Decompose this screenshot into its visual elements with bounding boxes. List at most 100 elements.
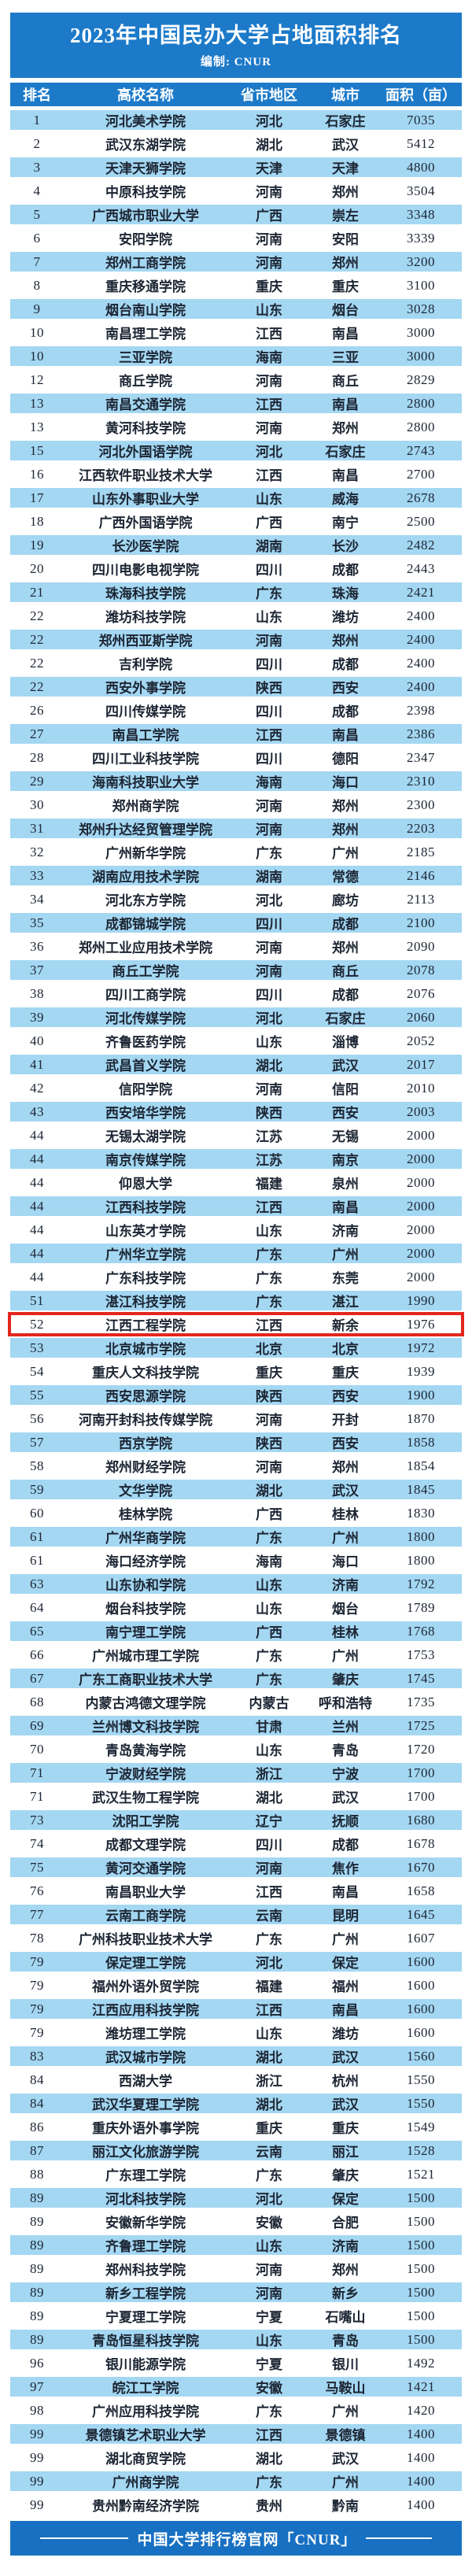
table-row: 83 武汉城市学院 湖北 武汉 1560 [10, 2046, 462, 2066]
table-row: 16 江西软件职业技术大学 江西 南昌 2700 [10, 464, 462, 484]
rank-cell: 8 [33, 277, 41, 293]
table-row: 10 三亚学院 海南 三亚 3000 [10, 346, 462, 366]
area-cell: 1720 [407, 1741, 435, 1757]
area-cell: 3028 [380, 299, 462, 319]
table-row: 54 重庆人文科技学院 重庆 重庆 1939 [10, 1362, 462, 1381]
school-name-cell: 江西应用科技学院 [64, 1999, 227, 2019]
province-cell: 江西 [227, 2424, 311, 2444]
rank-cell: 79 [10, 1952, 64, 1972]
rank-cell: 44 [30, 1269, 44, 1284]
rank-cell: 99 [30, 2497, 44, 2512]
rank-cell: 13 [10, 394, 64, 413]
area-cell: 2078 [380, 960, 462, 980]
province-cell: 广西 [256, 1507, 282, 1522]
city-cell: 广州 [311, 1244, 380, 1263]
school-name-cell: 南昌工学院 [64, 724, 227, 744]
school-name-cell: 黄河交通学院 [64, 1857, 227, 1877]
table-row: 32 广州新华学院 广东 广州 2185 [10, 842, 462, 862]
table-row: 67 广东工商职业技术大学 广东 肇庆 1745 [10, 1669, 462, 1688]
area-cell: 1521 [407, 2166, 435, 2182]
province-cell: 山东 [256, 2027, 282, 2042]
city-cell: 武汉 [332, 138, 359, 153]
city-cell: 黔南 [332, 2499, 359, 2514]
province-cell: 广西 [227, 205, 311, 224]
table-row: 89 安徽新华学院 安徽 合肥 1500 [10, 2212, 462, 2231]
area-cell: 1745 [380, 1669, 462, 1688]
table-row: 89 河北科技学院 河北 保定 1500 [10, 2188, 462, 2208]
province-cell: 四川 [256, 563, 282, 578]
city-cell: 武汉 [332, 2452, 359, 2467]
table-row: 70 青岛黄海学院 山东 青岛 1720 [10, 1739, 462, 1759]
city-cell: 杭州 [332, 2074, 359, 2089]
province-cell: 河南 [256, 799, 282, 814]
table-row: 57 西京学院 陕西 西安 1858 [10, 1432, 462, 1452]
area-cell: 2000 [380, 1149, 462, 1169]
table-row: 79 保定理工学院 河北 保定 1600 [10, 1952, 462, 1972]
province-cell: 河北 [256, 893, 282, 908]
city-cell: 郑州 [332, 185, 359, 200]
table-header-row: 排名 高校名称 省市地区 城市 面积（亩） [10, 83, 462, 106]
footer-divider-left [39, 2537, 128, 2539]
table-row: 44 南京传媒学院 江苏 南京 2000 [10, 1149, 462, 1169]
province-cell: 湖北 [227, 1055, 311, 1074]
city-cell: 成都 [311, 913, 380, 933]
rank-cell: 76 [30, 1883, 44, 1898]
column-header: 排名 [10, 83, 64, 106]
province-cell: 云南 [227, 2141, 311, 2160]
table-row: 12 商丘学院 河南 商丘 2829 [10, 370, 462, 390]
table-row: 79 潍坊理工学院 山东 潍坊 1600 [10, 2023, 462, 2042]
rank-cell: 89 [10, 2330, 64, 2349]
area-cell: 1400 [407, 2449, 435, 2465]
school-name-cell: 南宁理工学院 [64, 1621, 227, 1641]
area-cell: 2386 [380, 724, 462, 744]
rank-cell: 57 [10, 1432, 64, 1452]
city-cell: 潍坊 [332, 610, 359, 625]
province-cell: 湖北 [256, 138, 282, 153]
table-row: 51 湛江科技学院 广东 湛江 1990 [10, 1291, 462, 1310]
province-cell: 广东 [227, 2471, 311, 2491]
school-name-cell: 成都锦城学院 [64, 913, 227, 933]
rank-cell: 18 [30, 513, 44, 529]
city-cell: 长沙 [311, 535, 380, 555]
table-row: 15 河北外国语学院 河北 石家庄 2743 [10, 441, 462, 460]
area-cell: 1753 [407, 1646, 435, 1662]
school-name-cell: 黄河科技学院 [105, 421, 186, 436]
city-cell: 武汉 [311, 1480, 380, 1499]
table-row: 84 武汉华夏理工学院 湖北 武汉 1550 [10, 2094, 462, 2113]
city-cell: 常德 [311, 866, 380, 885]
area-cell: 1830 [407, 1505, 435, 1521]
province-cell: 河南 [227, 1857, 311, 1877]
province-cell: 河南 [256, 185, 282, 200]
province-cell: 河南 [256, 232, 282, 247]
area-cell: 1858 [380, 1432, 462, 1452]
province-cell: 河南 [227, 252, 311, 272]
city-cell: 武汉 [311, 2046, 380, 2066]
rank-cell: 60 [30, 1505, 44, 1521]
table-row: 44 江西科技学院 江西 南昌 2000 [10, 1196, 462, 1216]
province-cell: 湖北 [227, 2094, 311, 2113]
school-name-cell: 武汉华夏理工学院 [64, 2094, 227, 2113]
area-cell: 2113 [407, 891, 435, 907]
school-name-cell: 商丘工学院 [64, 960, 227, 980]
city-cell: 安阳 [332, 232, 359, 247]
city-cell: 广州 [332, 2404, 359, 2419]
school-name-cell: 烟台科技学院 [105, 1602, 186, 1617]
rank-cell: 89 [30, 2260, 44, 2276]
rank-cell: 99 [10, 2471, 64, 2491]
city-cell: 郑州 [311, 630, 380, 649]
city-cell: 郑州 [332, 941, 359, 955]
province-cell: 江苏 [256, 1129, 282, 1144]
province-cell: 河南 [227, 2282, 311, 2302]
province-cell: 山东 [256, 610, 282, 625]
rank-cell: 35 [10, 913, 64, 933]
area-cell: 1972 [380, 1338, 462, 1358]
province-cell: 陕西 [227, 1432, 311, 1452]
city-cell: 广州 [332, 1649, 359, 1664]
table-row: 26 四川传媒学院 四川 成都 2398 [10, 700, 462, 720]
rank-cell: 79 [30, 2024, 44, 2040]
table-row: 34 河北东方学院 河北 廊坊 2113 [10, 889, 462, 909]
province-cell: 江西 [256, 1885, 282, 1900]
school-name-cell: 安阳学院 [119, 232, 172, 247]
city-cell: 济南 [311, 2235, 380, 2255]
